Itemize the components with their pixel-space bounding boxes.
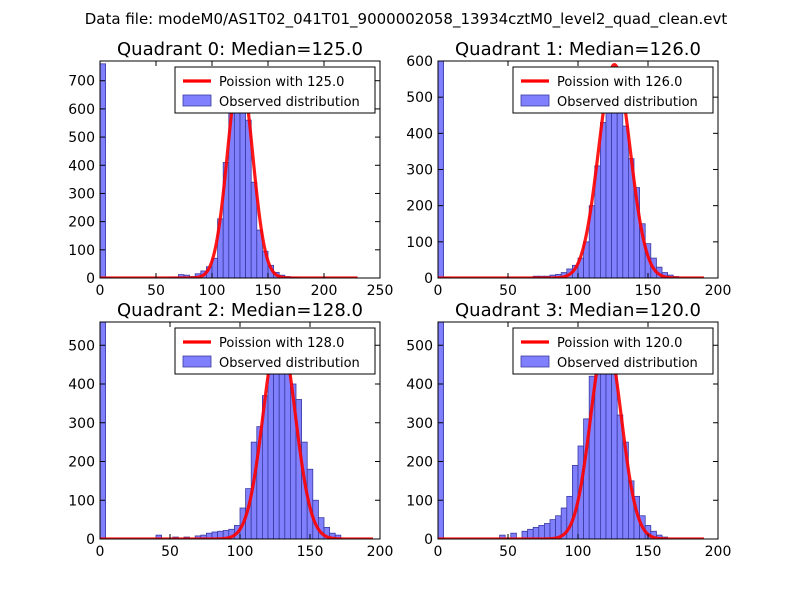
histogram-bar: [532, 526, 540, 539]
y-tick-label: 0: [424, 532, 433, 548]
axes-frame: [99, 60, 381, 279]
histogram-bar: [510, 532, 517, 539]
poisson-curve: [100, 69, 359, 278]
quadrant-3-chart: 0 50 100 150 200 0 100 200 300 400 500 Quadrant 3: …: [406, 300, 731, 560]
y-tick-label: 500: [68, 130, 95, 146]
chart-title: Quadrant 3: Median=120.0: [455, 300, 701, 321]
legend-bar-swatch: [520, 355, 550, 368]
legend-label-poisson: Poission with 126.0: [557, 75, 682, 90]
plot-area: [100, 63, 359, 278]
y-tick-label: 200: [68, 455, 95, 471]
y-tick-label: 300: [68, 416, 95, 432]
y-tick-label: 300: [68, 186, 95, 202]
legend-label-poisson: Poission with 120.0: [557, 336, 682, 351]
x-tick-label: 200: [705, 283, 732, 299]
y-tick-label: 500: [68, 338, 95, 354]
histogram-bar: [267, 364, 274, 539]
y-tick-label: 0: [86, 532, 95, 548]
y-tick-label: 200: [406, 455, 433, 471]
legend-label-poisson: Poission with 125.0: [219, 75, 344, 90]
histogram-bar: [538, 525, 545, 539]
poisson-curve: [438, 63, 705, 278]
chart-title: Quadrant 2: Median=128.0: [117, 300, 363, 321]
legend-label-observed: Observed distribution: [219, 95, 360, 110]
y-tick-label: 500: [406, 90, 433, 106]
x-tick-label: 250: [367, 283, 394, 299]
plot-area: [438, 61, 705, 278]
x-tick-label: 200: [705, 544, 732, 560]
x-tick-label: 100: [199, 283, 226, 299]
x-tick-label: 0: [96, 283, 105, 299]
histogram-bar: [611, 371, 618, 539]
quadrant-1-chart: 0 50 100 150 200 0 100 200 300 400 500 600 Quadrant …: [406, 39, 731, 299]
y-tick-label: 400: [406, 126, 433, 142]
legend-label-poisson: Poission with 128.0: [219, 336, 344, 351]
x-tick-label: 0: [434, 283, 443, 299]
poisson-curve: [100, 328, 374, 539]
histogram-bar: [600, 122, 607, 278]
x-tick-label: 100: [565, 283, 592, 299]
legend-bar-swatch: [182, 355, 212, 368]
histogram-bar: [100, 63, 106, 278]
x-tick-label: 0: [96, 544, 105, 560]
x-tick-label: 150: [635, 544, 662, 560]
legend-bar-swatch: [520, 94, 550, 107]
legend-label-observed: Observed distribution: [557, 95, 698, 110]
histogram-bar: [284, 356, 291, 539]
x-tick-label: 200: [311, 283, 338, 299]
x-tick-label: 100: [565, 544, 592, 560]
x-tick-label: 50: [499, 283, 517, 299]
x-tick-label: 200: [367, 544, 394, 560]
y-tick-label: 100: [68, 243, 95, 259]
x-tick-label: 0: [434, 544, 443, 560]
y-tick-label: 500: [406, 338, 433, 354]
x-tick-label: 150: [255, 283, 282, 299]
legend-label-observed: Observed distribution: [557, 356, 698, 371]
x-tick-label: 100: [227, 544, 254, 560]
legend-bar-swatch: [182, 94, 212, 107]
histogram-bar: [549, 519, 556, 539]
histogram-bar: [438, 322, 444, 539]
y-tick-label: 400: [68, 158, 95, 174]
chart-title: Quadrant 0: Median=125.0: [117, 39, 363, 60]
y-tick-label: 0: [86, 271, 95, 287]
y-tick-label: 600: [68, 102, 95, 118]
y-tick-label: 200: [68, 215, 95, 231]
y-tick-label: 400: [68, 377, 95, 393]
quadrant-2-chart: 0 50 100 150 200 0 100 200 300 400 500 Quadrant 2: …: [68, 300, 393, 560]
histogram-bar: [100, 322, 106, 539]
y-tick-label: 300: [406, 163, 433, 179]
legend-label-observed: Observed distribution: [219, 356, 360, 371]
y-tick-label: 300: [406, 416, 433, 432]
histogram-bar: [499, 534, 506, 539]
y-tick-label: 600: [406, 54, 433, 70]
figure-title: Data file: modeM0/AS1T02_041T01_90000020…: [85, 10, 728, 29]
y-tick-label: 400: [406, 377, 433, 393]
histogram-bar: [544, 523, 551, 539]
chart-title: Quadrant 1: Median=126.0: [455, 39, 701, 60]
y-tick-label: 100: [406, 493, 433, 509]
y-tick-label: 0: [424, 271, 433, 287]
y-tick-label: 100: [68, 493, 95, 509]
y-tick-label: 700: [68, 74, 95, 90]
plot-area: [438, 322, 705, 539]
x-tick-label: 150: [297, 544, 324, 560]
histogram-bar: [622, 125, 629, 278]
x-tick-label: 50: [499, 544, 517, 560]
x-tick-label: 50: [147, 283, 165, 299]
x-tick-label: 50: [161, 544, 179, 560]
histogram-bar: [616, 89, 624, 278]
histogram-bar: [155, 534, 162, 539]
quadrant-0-chart: 0 50 100 150 200 250 0 100 200 300 400 500 600 700 Qua…: [68, 39, 393, 299]
plot-area: [100, 322, 374, 539]
y-tick-label: 100: [406, 235, 433, 251]
y-tick-label: 200: [406, 199, 433, 215]
x-tick-label: 150: [635, 283, 662, 299]
